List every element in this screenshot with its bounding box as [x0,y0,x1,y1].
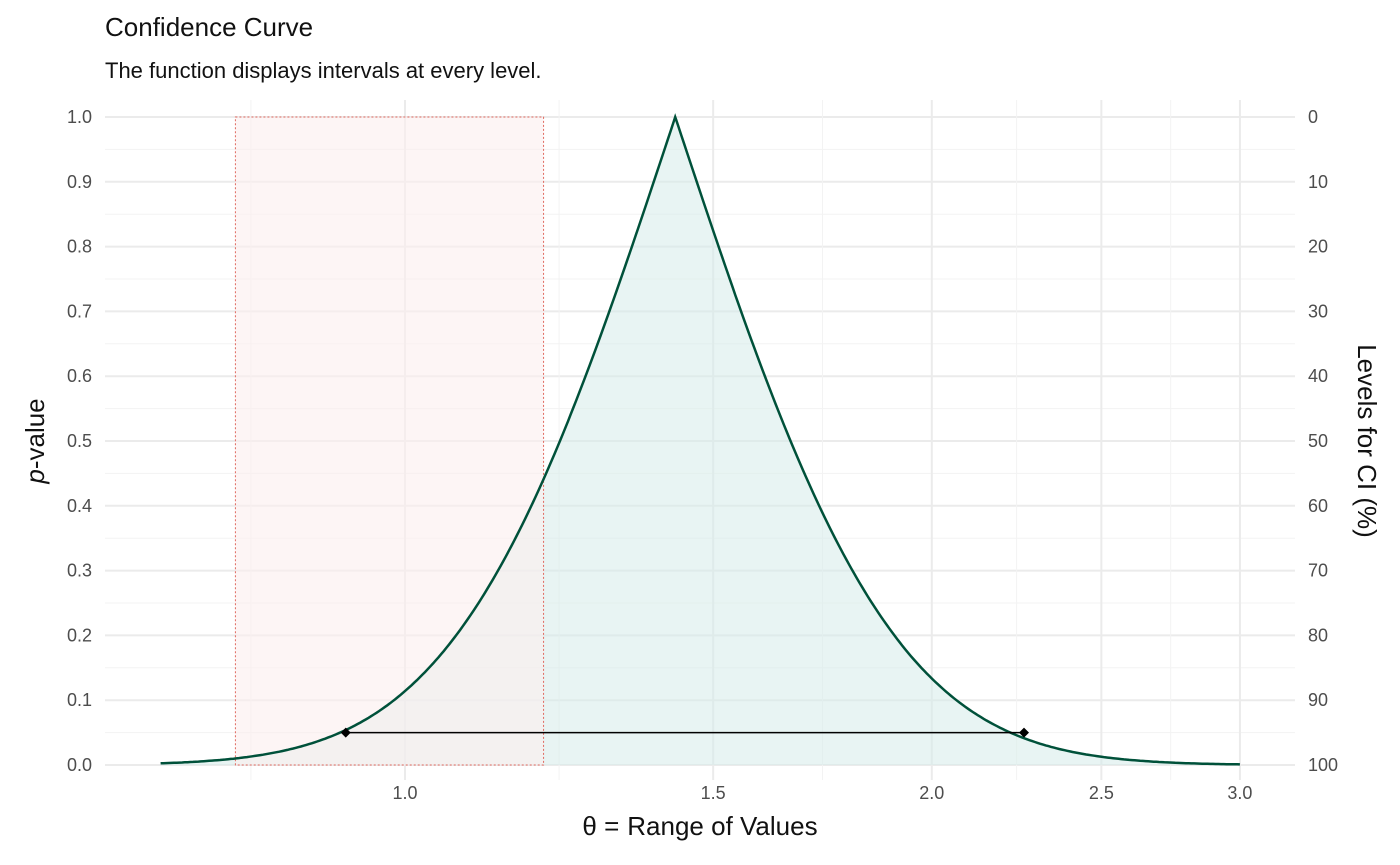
y-right-tick-label: 60 [1308,496,1328,516]
x-tick-label: 1.0 [392,783,417,803]
y-right-tick-label: 80 [1308,625,1328,645]
y-right-tick-label: 20 [1308,237,1328,257]
x-tick-label: 1.5 [701,783,726,803]
x-axis-label: θ = Range of Values [582,811,817,841]
y-tick-label: 0.5 [67,431,92,451]
y-right-tick-label: 70 [1308,561,1328,581]
y-right-tick-label: 50 [1308,431,1328,451]
x-tick-label: 2.5 [1089,783,1114,803]
curve-area-fill [160,117,1240,765]
y-tick-label: 0.1 [67,690,92,710]
y-tick-label: 0.3 [67,561,92,581]
chart-title: Confidence Curve [105,12,314,42]
interval-endpoint-diamond [1019,727,1030,738]
y-tick-label: 1.0 [67,107,92,127]
x-tick-label: 2.0 [919,783,944,803]
null-region-rect [234,116,545,766]
y-tick-label: 0.6 [67,366,92,386]
y-tick-label: 0.0 [67,755,92,775]
y-tick-label: 0.9 [67,172,92,192]
y-right-tick-label: 100 [1308,755,1338,775]
y-tick-label: 0.8 [67,237,92,257]
chart-subtitle: The function displays intervals at every… [105,58,542,83]
interval-endpoint-diamond [340,727,351,738]
y-tick-label: 0.7 [67,301,92,321]
x-tick-label: 3.0 [1227,783,1252,803]
y-right-tick-label: 0 [1308,107,1318,127]
confidence-curve-line [160,113,1240,766]
y-right-tick-label: 30 [1308,301,1328,321]
y-axis-label: p-value [20,398,50,484]
y-tick-label: 0.4 [67,496,92,516]
y-tick-label: 0.2 [67,625,92,645]
y-right-tick-label: 90 [1308,690,1328,710]
y-right-tick-label: 40 [1308,366,1328,386]
y-right-tick-label: 10 [1308,172,1328,192]
y-right-axis-label: Levels for CI (%) [1352,344,1382,538]
